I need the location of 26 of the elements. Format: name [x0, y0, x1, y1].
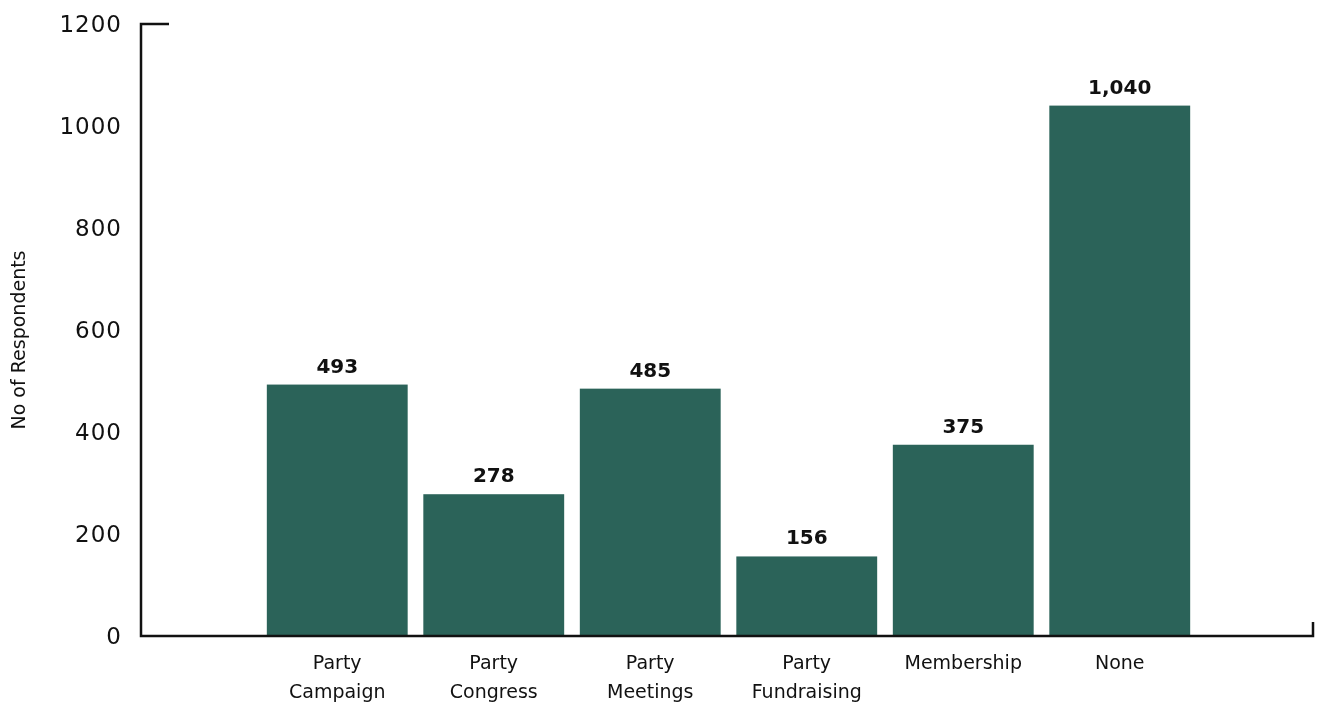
y-tick-label: 1000 [59, 113, 122, 139]
y-tick-label: 400 [75, 419, 122, 445]
data-label: 375 [942, 413, 985, 438]
y-axis-title: No of Respondents [7, 250, 29, 430]
bar [1049, 105, 1191, 636]
data-label: 278 [472, 463, 515, 488]
x-tick-label: Party Fundraising [751, 651, 862, 702]
y-tick-label: 600 [75, 317, 122, 343]
data-label: 156 [785, 525, 828, 550]
data-label: 485 [629, 357, 672, 382]
x-tick-label: Party Campaign [288, 651, 386, 702]
y-tick-label: 800 [75, 215, 122, 241]
bar [892, 444, 1034, 636]
y-tick-label: 1200 [59, 11, 122, 37]
y-tick-label: 0 [106, 623, 122, 649]
bar [579, 388, 721, 636]
x-tick-label: Membership [904, 651, 1022, 673]
data-label: 1,040 [1088, 74, 1152, 99]
bar [423, 494, 565, 636]
x-tick-label: Party Meetings [606, 651, 694, 702]
y-tick-label: 200 [75, 521, 122, 547]
bar [266, 384, 408, 636]
data-label: 493 [316, 353, 359, 378]
bar [736, 556, 878, 636]
x-tick-label: Party Congress [449, 651, 538, 702]
x-tick-label: None [1094, 651, 1145, 673]
